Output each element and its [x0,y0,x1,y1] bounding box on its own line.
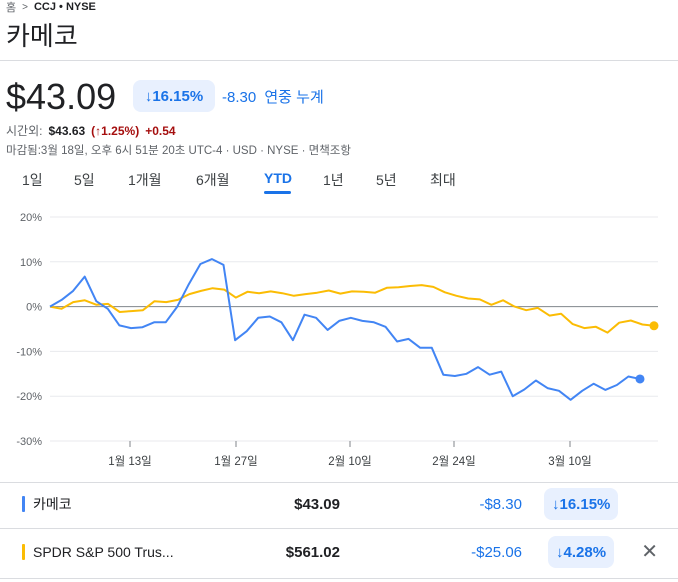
after-hours-percent: (↑1.25%) [91,123,140,138]
comparison-percent-chip: ↓ 16.15% [544,488,619,520]
y-tick-label: 20% [20,212,42,224]
tab-ytd[interactable]: YTD [264,170,292,186]
company-name: 카메코 [6,21,78,51]
comparison-name: 카메코 [33,496,72,512]
active-tab-indicator [264,191,291,194]
x-tick-label: 2월 24일 [432,454,476,468]
y-tick-label: 10% [20,257,42,269]
y-tick-label: -30% [16,436,42,448]
header-divider [0,60,678,61]
comparison-divider-top [0,482,678,483]
y-tick-label: -10% [16,346,42,358]
current-price: $43.09 [6,76,117,117]
comparison-name: SPDR S&P 500 Trus... [33,544,174,560]
x-tick-label: 2월 10일 [328,454,372,468]
price-chart[interactable]: 20% 10% 0% -10% -20% -30% 1월 13일 1월 27일 2월 10일 2월… [0,200,678,475]
comparison-row-spy[interactable]: SPDR S&P 500 Trus... $561.02 -$25.06 ↓ 4… [0,530,678,574]
tab-1d[interactable]: 1일 [22,172,43,188]
series-line-main [49,258,641,401]
series-end-point-compare [649,321,659,331]
comparison-price: $561.02 [285,543,340,561]
comparison-divider-bottom [0,578,678,579]
comparison-divider [0,528,678,529]
after-hours-label: 시간외: [6,124,43,138]
breadcrumb: 홈 > CCJ • NYSE [6,0,96,14]
up-arrow-icon: ↑ [95,123,102,138]
comparison-percent-chip: ↓ 4.28% [548,536,615,568]
after-hours-price: $43.63 [48,123,86,138]
series-color-swatch [22,544,25,560]
chevron-right-icon: > [22,1,28,13]
remove-comparison-close-icon[interactable]: ✕ [641,541,658,563]
tab-max[interactable]: 최대 [430,172,456,188]
breadcrumb-home-link[interactable]: 홈 [6,2,17,14]
x-tick-label: 1월 13일 [108,454,152,468]
ytd-percent-value: 16.15% [152,87,204,105]
ytd-change: -8.30 연중 누계 [222,86,324,107]
comparison-delta: -$8.30 [479,495,522,513]
comparison-percent: 16.15% [559,495,611,513]
tab-6m[interactable]: 6개월 [196,172,230,188]
tab-5y[interactable]: 5년 [376,172,397,188]
down-arrow-icon: ↓ [144,87,153,105]
ytd-percent-chip: ↓ 16.15% [133,80,215,112]
down-arrow-icon: ↓ [556,543,564,561]
x-tick-label: 1월 27일 [214,454,258,468]
price-chart-svg: 20% 10% 0% -10% -20% -30% 1월 13일 1월 27일 2월 10일 2월… [16,212,659,468]
after-hours-delta: +0.54 [145,123,176,138]
close-meta-info: 마감됨:3월 18일, 오후 6시 51분 20초 UTC-4 · USD · … [6,145,351,157]
y-tick-label: -20% [16,391,42,403]
tab-5d[interactable]: 5일 [74,172,95,188]
comparison-delta: -$25.06 [471,543,522,561]
comparison-percent: 4.28% [563,543,607,561]
series-color-swatch [22,496,25,512]
x-tick-label: 3월 10일 [548,454,592,468]
time-range-tabs: 1일 5일 1개월 6개월 YTD 1년 5년 최대 [0,166,678,194]
tab-1m[interactable]: 1개월 [128,172,162,188]
down-arrow-icon: ↓ [552,495,560,513]
series-end-point-main [635,374,645,384]
series-line-compare [49,284,655,334]
y-tick-label: 0% [26,302,42,314]
ytd-period-label: 연중 누계 [264,89,324,106]
after-hours-quote: 시간외: $43.63 (↑1.25%) +0.54 [6,122,176,139]
comparison-row-main[interactable]: 카메코 $43.09 -$8.30 ↓ 16.15% [0,482,678,526]
ytd-change-value: -8.30 [222,89,257,106]
tab-1y[interactable]: 1년 [323,172,344,188]
breadcrumb-ticker: CCJ • NYSE [33,1,96,13]
comparison-price: $43.09 [294,495,340,513]
